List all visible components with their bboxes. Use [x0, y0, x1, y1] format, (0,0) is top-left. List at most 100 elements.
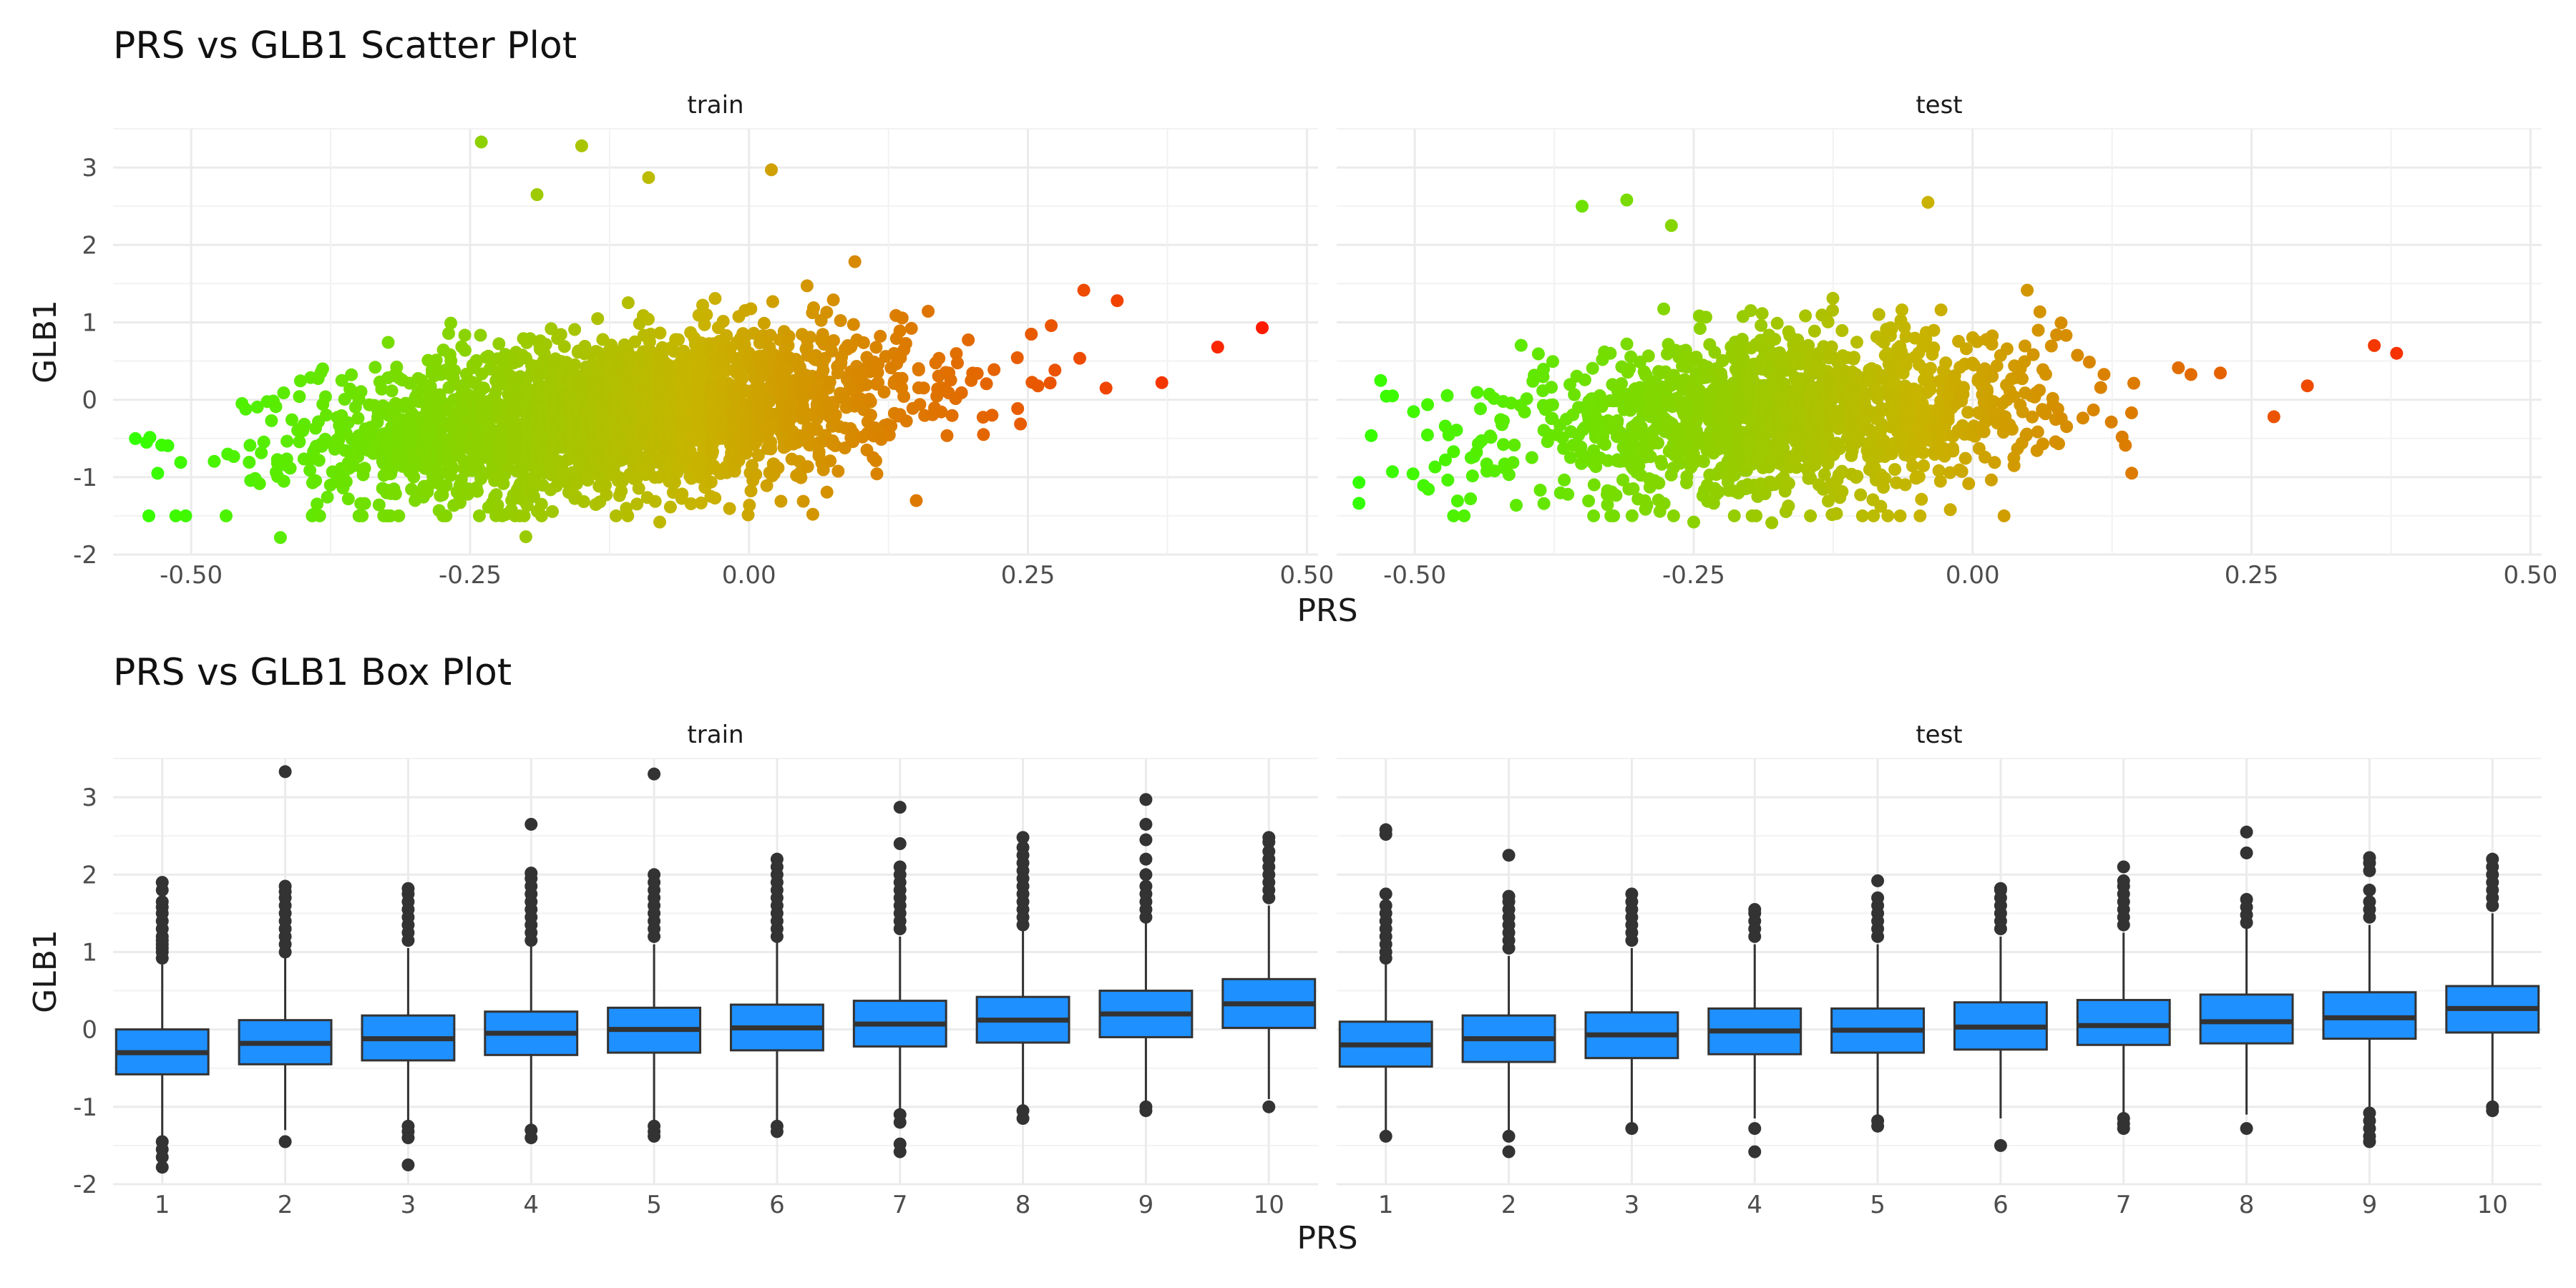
- scatter-point: [870, 467, 884, 481]
- scatter-point: [1545, 381, 1558, 394]
- scatter-point: [1374, 374, 1387, 387]
- y-tick-label: -2: [73, 1171, 97, 1199]
- scatter-point: [1708, 346, 1722, 359]
- scatter-point: [442, 327, 455, 340]
- scatter-point: [700, 308, 713, 321]
- scatter-point: [774, 494, 788, 508]
- scatter-point: [1546, 355, 1559, 369]
- scatter-point: [303, 464, 317, 477]
- outlier-point: [155, 1151, 169, 1164]
- scatter-point: [2054, 316, 2068, 330]
- x-tick-label: 1: [1378, 1191, 1394, 1219]
- outlier-point: [1139, 833, 1153, 847]
- scatter-point: [1958, 452, 1972, 465]
- scatter-point: [535, 497, 548, 511]
- scatter-point: [1955, 464, 1968, 478]
- x-tick-label: 7: [892, 1191, 908, 1219]
- scatter-point: [1450, 494, 1464, 508]
- scatter-point: [2033, 384, 2046, 397]
- scatter-point: [341, 416, 355, 429]
- outlier-point: [770, 1125, 784, 1138]
- scatter-point: [1470, 386, 1484, 399]
- scatter-point: [557, 340, 571, 353]
- scatter-point: [2097, 368, 2111, 381]
- scatter-point: [444, 316, 457, 330]
- scatter-point: [1582, 494, 1596, 508]
- scatter-point: [987, 363, 1001, 376]
- scatter-point: [1961, 406, 1975, 419]
- scatter-point: [1830, 507, 1843, 520]
- outlier-point: [278, 1135, 292, 1148]
- scatter-point: [1531, 347, 1545, 361]
- y-axis-title: GLB1: [27, 930, 64, 1013]
- scatter-point: [782, 330, 796, 343]
- scatter-point: [1986, 329, 1999, 343]
- outlier-point: [2363, 883, 2376, 897]
- scatter-point: [1561, 487, 1575, 501]
- scatter-point: [1997, 509, 2011, 522]
- outlier-point: [401, 1158, 415, 1171]
- scatter-point: [354, 385, 368, 399]
- scatter-point: [1825, 340, 1838, 353]
- y-tick-label: 1: [82, 308, 97, 337]
- outlier-point: [1379, 1129, 1392, 1143]
- scatter-point: [672, 333, 685, 346]
- scatter-point: [1799, 309, 1813, 323]
- outlier-point: [2117, 1122, 2130, 1136]
- scatter-point: [1587, 478, 1601, 492]
- scatter-point: [381, 336, 395, 349]
- scatter-point: [2119, 439, 2132, 452]
- outlier-point: [893, 860, 907, 874]
- scatter-point: [2021, 283, 2034, 297]
- x-tick-label: 0.00: [1946, 561, 2000, 590]
- scatter-point: [985, 409, 999, 422]
- scatter-point: [283, 462, 297, 475]
- scatter-point: [1821, 315, 1835, 328]
- scatter-point: [1256, 321, 1269, 334]
- scatter-point: [1599, 438, 1611, 451]
- scatter-point: [1979, 450, 1991, 464]
- scatter-point: [1888, 463, 1902, 477]
- scatter-point: [1912, 470, 1926, 484]
- scatter-point: [243, 456, 256, 469]
- scatter-point: [1822, 494, 1835, 508]
- scatter-point: [1850, 336, 1863, 349]
- scatter-point: [1652, 477, 1666, 490]
- y-axis-title: GLB1: [27, 300, 64, 384]
- x-tick-label: 0.50: [1280, 561, 1335, 590]
- x-tick-label: 3: [1624, 1191, 1640, 1219]
- scatter-point: [899, 414, 913, 428]
- scatter-point: [1667, 369, 1680, 382]
- x-tick-label: 2: [278, 1191, 293, 1219]
- scatter-point: [648, 494, 662, 508]
- scatter-point: [356, 509, 369, 522]
- scatter-point: [2031, 323, 2045, 337]
- scatter-point: [1352, 497, 1366, 510]
- outlier-point: [1262, 844, 1276, 858]
- scatter-point: [663, 500, 677, 514]
- scatter-point: [444, 354, 458, 368]
- scatter-point: [335, 374, 348, 387]
- y-tick-label: 0: [82, 386, 97, 415]
- scatter-point: [1657, 302, 1671, 316]
- outlier-point: [648, 1129, 661, 1143]
- facet-strip-label: train: [687, 721, 743, 749]
- scatter-point: [834, 314, 847, 327]
- outlier-point: [1139, 868, 1153, 882]
- scatter-point: [2082, 356, 2096, 369]
- scatter-point: [265, 414, 278, 427]
- scatter-point: [1687, 515, 1700, 529]
- scatter-point: [523, 332, 537, 346]
- outlier-point: [1379, 887, 1392, 901]
- scatter-point: [1878, 472, 1892, 485]
- scatter-point: [1932, 464, 1946, 477]
- scatter-point: [1979, 415, 1992, 429]
- scatter-point: [816, 328, 829, 341]
- scatter-point: [757, 316, 771, 330]
- scatter-point: [568, 358, 582, 371]
- scatter-point: [848, 255, 862, 268]
- scatter-point: [1626, 482, 1640, 495]
- y-tick-label: 2: [82, 231, 97, 260]
- scatter-point: [1073, 351, 1086, 365]
- x-tick-label: 4: [1747, 1191, 1762, 1219]
